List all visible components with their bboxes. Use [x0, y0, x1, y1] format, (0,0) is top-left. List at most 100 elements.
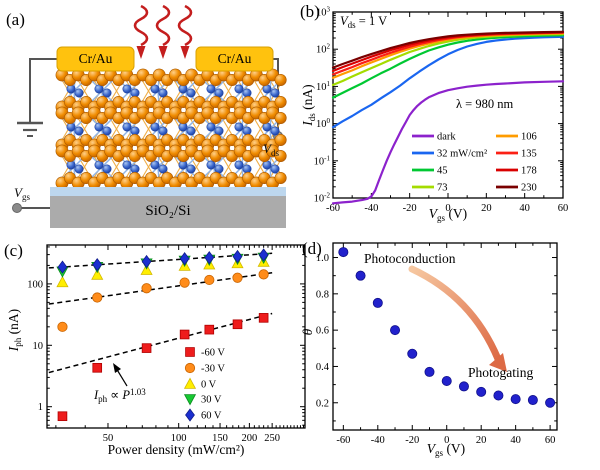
svg-text:-60 V: -60 V [201, 348, 225, 359]
svg-text:100: 100 [27, 279, 43, 290]
device-schematic-graphic [12, 4, 287, 228]
panel-label-b: (b) [300, 2, 320, 21]
svg-text:10-2: 10-2 [314, 192, 331, 205]
fit-line-2 [48, 252, 273, 269]
annotation-c-0: Iph ∝ P1.03 [94, 387, 146, 404]
svg-text:40: 40 [510, 435, 520, 446]
svg-text:135: 135 [521, 149, 537, 160]
svg-text:103: 103 [316, 6, 331, 19]
electrode-right-label: Cr/Au [217, 51, 252, 66]
svg-text:60: 60 [545, 435, 556, 446]
svg-text:200: 200 [242, 433, 258, 444]
svg-text:0.8: 0.8 [316, 289, 329, 300]
photocurrent-power-chart: 50 100 150 200 250 1 10 100 -60 V -30 V 0 V 30 V 60 … [27, 244, 306, 444]
svg-text:10-1: 10-1 [314, 154, 331, 167]
svg-text:-40: -40 [371, 435, 385, 446]
annotation-arrow-c [113, 363, 121, 373]
vgs-label: Vgs [14, 185, 30, 202]
svg-text:0.4: 0.4 [316, 362, 330, 373]
panel-c-photocurrent-power: (c) 50 100 150 200 250 1 10 100 -60 V -30 V 0 V 30 … [0, 235, 310, 470]
substrate-label: SiO₂/Si [145, 203, 191, 219]
svg-text:40: 40 [519, 203, 530, 214]
svg-text:106: 106 [521, 132, 537, 143]
svg-text:100: 100 [171, 433, 187, 444]
svg-text:250: 250 [264, 433, 280, 444]
svg-text:60 V: 60 V [201, 411, 222, 422]
panel-label-a: (a) [6, 10, 25, 29]
series-markers--30 V [57, 269, 269, 332]
series-markers--60 V [57, 313, 269, 422]
svg-text:102: 102 [316, 43, 331, 56]
panel-d-theta-vgs: (d) -60 -40 -20 0 20 40 60 0.2 0.4 0.6 0.8 1.0 Vgs … [300, 235, 600, 470]
panel-d-x-axis-label: Vgs (V) [426, 441, 466, 458]
svg-text:10: 10 [33, 341, 44, 352]
svg-text:-20: -20 [403, 203, 417, 214]
panel-label-d: (d) [302, 239, 322, 258]
svg-text:60: 60 [558, 203, 569, 214]
svg-text:0 V: 0 V [201, 380, 217, 391]
svg-text:0.6: 0.6 [316, 326, 329, 337]
light-arrows-icon [133, 4, 193, 47]
panel-c-x-axis-label: Power density (mW/cm²) [107, 442, 245, 457]
light-arrowheads [136, 46, 190, 59]
panel-c-y-axis-label: Iph (nA) [6, 308, 23, 352]
theta-vgs-chart: -60 -40 -20 0 20 40 60 0.2 0.4 0.6 0.8 1.0 [316, 242, 558, 446]
legend-c: -60 V -30 V 0 V 30 V 60 V [183, 347, 225, 422]
svg-text:100: 100 [316, 117, 331, 130]
theta-data-points [338, 247, 556, 408]
annotation-d-0: Photoconduction [364, 251, 456, 266]
svg-text:101: 101 [316, 80, 331, 93]
series-markers-60 V [57, 248, 269, 274]
svg-text:20: 20 [476, 435, 487, 446]
panel-b-y-axis-label: Ids (nA) [300, 84, 317, 126]
panel-d-y-axis-label: θ [300, 328, 315, 336]
panel-a-device-schematic: (a) [0, 0, 300, 235]
svg-text:-60: -60 [326, 203, 340, 214]
series-32 mW/cm² [331, 35, 565, 129]
oxide-layer [50, 187, 286, 196]
electrode-left [56, 46, 135, 72]
svg-text:73: 73 [437, 183, 448, 194]
svg-text:230: 230 [521, 183, 537, 194]
svg-text:0: 0 [445, 203, 450, 214]
annotation-d-1: Photogating [468, 365, 534, 380]
vds-label: Vds [263, 141, 279, 158]
svg-text:0: 0 [444, 435, 449, 446]
svg-text:1.0: 1.0 [316, 253, 329, 264]
panel-label-c: (c) [4, 241, 23, 260]
transition-arrowhead [489, 353, 507, 372]
transfer-curves-chart: -60 -40 -20 0 20 40 60 10-2 10-1 100 101 102 103 dark… [314, 6, 569, 215]
series-45 [331, 34, 565, 99]
svg-text:dark: dark [437, 132, 456, 143]
series-markers-0 V [56, 255, 270, 288]
svg-text:-30 V: -30 V [201, 364, 225, 375]
panel-b-x-axis-label: Vgs (V) [428, 206, 468, 223]
svg-text:30 V: 30 V [201, 395, 222, 406]
svg-text:0.2: 0.2 [316, 398, 329, 409]
svg-text:45: 45 [437, 166, 448, 177]
transition-arrow [408, 265, 502, 363]
svg-text:50: 50 [103, 433, 114, 444]
substrate-block [50, 196, 286, 228]
svg-text:-20: -20 [405, 435, 419, 446]
fit-line-0 [48, 312, 273, 374]
annotation-b-1: λ = 980 nm [456, 97, 514, 111]
svg-text:150: 150 [212, 433, 228, 444]
annotation-b-0: Vds = 1 V [340, 14, 388, 30]
series-73 [331, 33, 565, 86]
svg-text:-40: -40 [364, 203, 378, 214]
svg-text:-60: -60 [336, 435, 350, 446]
electrode-left-label: Cr/Au [78, 51, 113, 66]
svg-text:178: 178 [521, 166, 537, 177]
svg-text:1: 1 [38, 402, 43, 413]
series-230 [331, 30, 565, 69]
svg-text:32 mW/cm²: 32 mW/cm² [437, 149, 487, 160]
series-dark [331, 80, 565, 205]
electrode-right [195, 46, 274, 72]
legend-b: dark 32 mW/cm² 45 73 106 135 178 230 [412, 132, 537, 194]
svg-text:20: 20 [481, 203, 492, 214]
crystal-lattice [55, 68, 287, 190]
vgs-terminal-dot [12, 203, 22, 213]
panel-b-transfer-curves: (b) -60 -40 -20 0 20 40 60 10-2 10-1 100 101 102 103… [300, 0, 600, 235]
